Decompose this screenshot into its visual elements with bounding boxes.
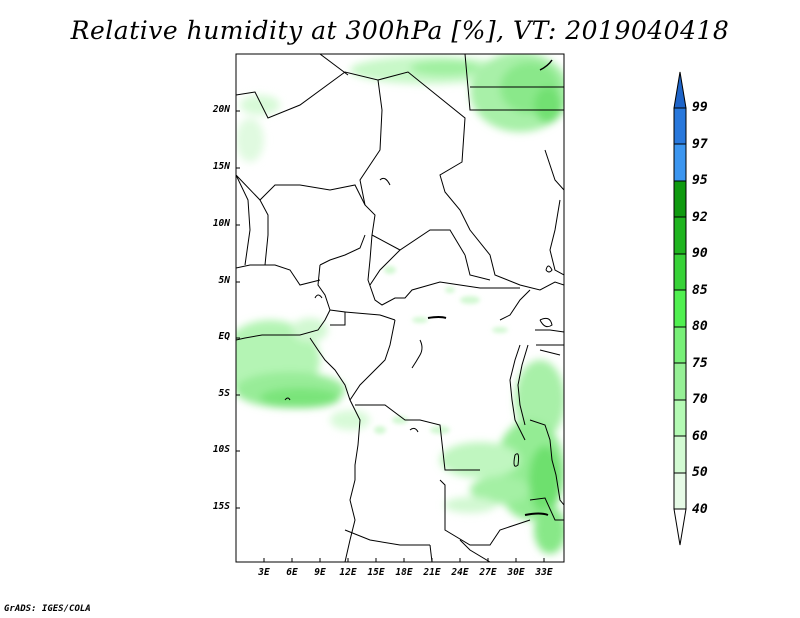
colorbar-label-75: 75: [692, 356, 708, 371]
humidity-speck: [492, 327, 508, 333]
colorbar-label-99: 99: [692, 100, 708, 115]
humidity-patch-rift-core: [529, 446, 561, 514]
colorbar-bottom-arrow: [673, 508, 687, 546]
humidity-patch-angola-east: [440, 442, 520, 478]
colorbar-box-90-92: [673, 216, 687, 255]
colorbar-label-40: 40: [692, 502, 708, 517]
colorbar-label-60: 60: [692, 429, 708, 444]
lon-label-9e: 9E: [314, 567, 326, 578]
lat-label-10n: 10N: [212, 218, 230, 229]
lon-label-12e: 12E: [339, 567, 357, 578]
humidity-speck: [374, 426, 386, 434]
colorbar-box-97-99: [673, 107, 687, 145]
colorbar-top-arrow: [673, 71, 687, 109]
humidity-patch-nw: [240, 95, 280, 115]
humidity-patch-gabon: [292, 318, 328, 342]
humidity-patch-coast: [330, 410, 370, 430]
lat-label-10s: 10S: [212, 444, 230, 455]
colorbar-box-60-70: [673, 399, 687, 437]
humidity-patch-w: [236, 118, 264, 162]
humidity-patch-atlantic-core: [260, 388, 340, 408]
humidity-patch-mozambique: [534, 506, 564, 554]
lon-label-27e: 27E: [479, 567, 497, 578]
lat-label-5n: 5N: [218, 275, 230, 286]
humidity-speck: [445, 287, 455, 293]
lat-label-20n: 20N: [212, 104, 230, 115]
colorbar-label-90: 90: [692, 246, 708, 261]
lon-label-15e: 15E: [367, 567, 385, 578]
footer-credit: GrADS: IGES/COLA: [4, 604, 91, 614]
colorbar-label-70: 70: [692, 392, 708, 407]
lon-label-21e: 21E: [423, 567, 441, 578]
colorbar-box-92-95: [673, 180, 687, 218]
colorbar-box-40-50: [673, 472, 687, 510]
humidity-patch-zambia: [470, 476, 530, 504]
lat-label-eq: EQ: [218, 331, 230, 342]
lon-label-3e: 3E: [258, 567, 270, 578]
lon-label-24e: 24E: [451, 567, 469, 578]
colorbar-label-80: 80: [692, 319, 708, 334]
colorbar-label-50: 50: [692, 465, 708, 480]
humidity-patch-tail: [444, 497, 496, 513]
colorbar-label-95: 95: [692, 173, 708, 188]
humidity-speck: [412, 317, 428, 323]
colorbar-box-95-97: [673, 143, 687, 182]
humidity-speck: [392, 416, 408, 424]
colorbar-box-70-75: [673, 362, 687, 401]
humidity-patch-north-dense: [410, 60, 480, 76]
humidity-speck: [430, 426, 450, 434]
humidity-patch-northeast-inner: [534, 87, 562, 123]
lon-ticks: [263, 558, 545, 562]
humidity-patch-rift: [515, 360, 564, 440]
lon-label-30e: 30E: [507, 567, 525, 578]
colorbar: [673, 71, 687, 546]
lon-label-33e: 33E: [535, 567, 553, 578]
country-boundaries: [236, 54, 564, 562]
map-frame: [235, 53, 565, 563]
lat-label-5s: 5S: [218, 388, 230, 399]
chart-title: Relative humidity at 300hPa [%], VT: 201…: [70, 16, 730, 45]
colorbar-box-75-80: [673, 326, 687, 364]
lat-label-15s: 15S: [212, 501, 230, 512]
colorbar-box-85-90: [673, 253, 687, 291]
colorbar-label-85: 85: [692, 283, 708, 298]
lat-label-15n: 15N: [212, 161, 230, 172]
colorbar-label-92: 92: [692, 210, 708, 225]
colorbar-box-50-60: [673, 435, 687, 474]
lat-ticks: [236, 110, 240, 509]
lon-label-6e: 6E: [286, 567, 298, 578]
humidity-speck: [460, 296, 480, 304]
humidity-speck: [384, 266, 396, 274]
lon-label-18e: 18E: [395, 567, 413, 578]
colorbar-label-97: 97: [692, 137, 708, 152]
colorbar-box-80-85: [673, 289, 687, 328]
